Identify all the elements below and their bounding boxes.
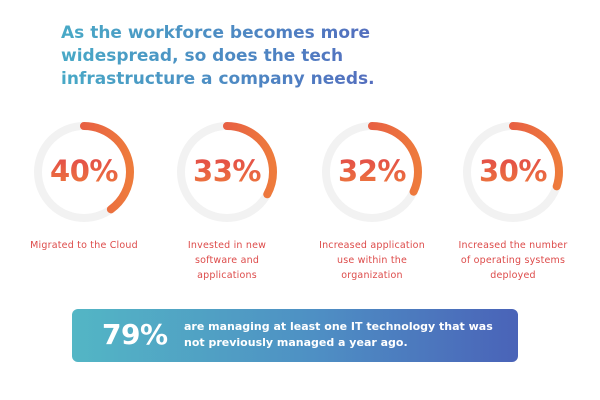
ring-arc xyxy=(177,122,277,222)
headline-line-1: As the workforce becomes more xyxy=(61,23,370,43)
headline-line-3: infrastructure a company needs. xyxy=(61,69,375,89)
stat-percent: 32% xyxy=(302,153,442,189)
caption-line: organization xyxy=(341,270,403,281)
stat-caption: Increased application use within the org… xyxy=(302,238,442,283)
stat-percent: 30% xyxy=(443,153,583,189)
caption-line: Increased the number xyxy=(458,240,568,251)
donut-ring-svg xyxy=(463,122,563,222)
banner-line-1: are managing at least one IT technology … xyxy=(184,320,493,333)
caption-line: Increased application xyxy=(319,240,425,251)
banner-text: are managing at least one IT technology … xyxy=(184,319,514,351)
summary-banner: 79% are managing at least one IT technol… xyxy=(72,309,518,362)
headline: As the workforce becomes more widespread… xyxy=(61,22,481,91)
stat-software: 33% Invested in new software and applica… xyxy=(157,120,297,290)
ring-arc xyxy=(34,122,134,222)
ring-arc xyxy=(322,122,422,222)
caption-line: deployed xyxy=(490,270,536,281)
stat-caption: Migrated to the Cloud xyxy=(14,238,154,253)
donut-ring-svg xyxy=(322,122,422,222)
stat-caption: Increased the number of operating system… xyxy=(443,238,583,283)
stat-percent: 33% xyxy=(157,153,297,189)
stat-cloud: 40% Migrated to the Cloud xyxy=(14,120,154,290)
donut-ring xyxy=(175,120,279,224)
stat-application-use: 32% Increased application use within the… xyxy=(302,120,442,290)
caption-line: of operating systems xyxy=(460,255,566,266)
stat-operating-systems: 30% Increased the number of operating sy… xyxy=(443,120,583,290)
donut-ring xyxy=(32,120,136,224)
caption-line: software and xyxy=(194,255,260,266)
caption-line: use within the xyxy=(336,255,408,266)
caption-line: Migrated to the Cloud xyxy=(30,240,138,251)
banner-line-2: not previously managed a year ago. xyxy=(184,336,408,349)
banner-percent: 79% xyxy=(102,318,168,351)
stat-percent: 40% xyxy=(14,153,154,189)
ring-arc xyxy=(463,122,563,222)
donut-ring-svg xyxy=(177,122,277,222)
stat-caption: Invested in new software and application… xyxy=(157,238,297,283)
headline-line-2: widespread, so does the tech xyxy=(61,46,344,66)
donut-ring xyxy=(461,120,565,224)
stats-row: 40% Migrated to the Cloud 33% xyxy=(0,120,600,290)
donut-ring xyxy=(320,120,424,224)
caption-line: Invested in new xyxy=(187,240,267,251)
caption-line: applications xyxy=(197,270,257,281)
donut-ring-svg xyxy=(34,122,134,222)
